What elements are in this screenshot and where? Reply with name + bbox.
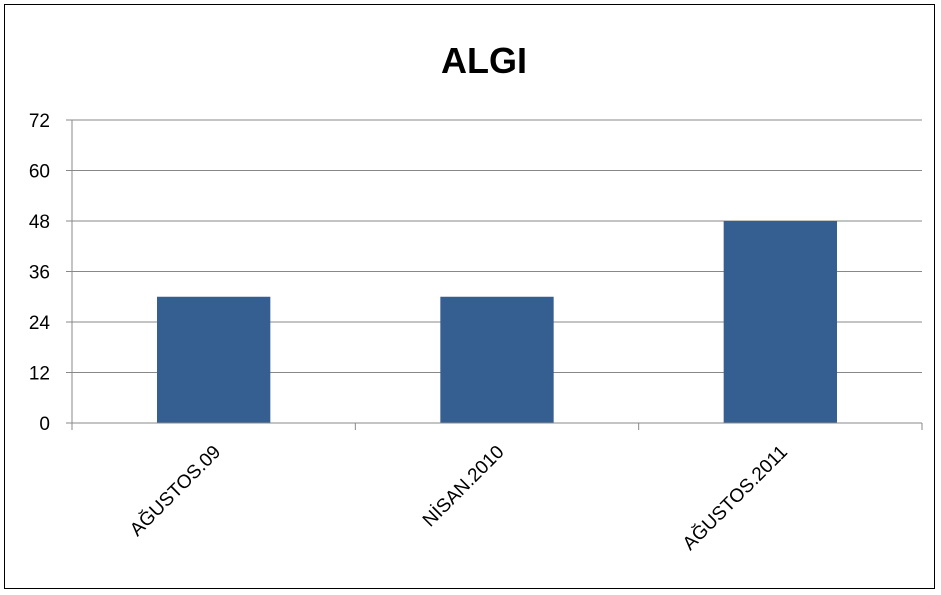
- bar: [723, 221, 837, 423]
- x-tick-label: NİSAN.2010: [419, 442, 509, 532]
- axes: [66, 119, 923, 430]
- y-tick-label: 60: [29, 162, 50, 183]
- x-tick-label: AĞUSTOS.09: [126, 441, 226, 541]
- chart-title: ALGI: [441, 40, 527, 81]
- y-tick-label: 0: [39, 414, 50, 435]
- x-tick-label: AĞUSTOS.2011: [678, 441, 792, 555]
- y-tick-labels: 0 12 24 36 48 60 72: [29, 111, 51, 435]
- y-tick-label: 12: [29, 364, 50, 385]
- bar: [440, 296, 554, 423]
- y-tick-label: 36: [29, 263, 50, 284]
- bar: [157, 296, 271, 423]
- bars: [157, 221, 837, 423]
- y-tick-label: 24: [29, 313, 51, 334]
- x-tick-labels: AĞUSTOS.09 NİSAN.2010 AĞUSTOS.2011: [126, 441, 792, 555]
- y-tick-label: 72: [29, 111, 50, 132]
- y-tick-label: 48: [29, 212, 50, 233]
